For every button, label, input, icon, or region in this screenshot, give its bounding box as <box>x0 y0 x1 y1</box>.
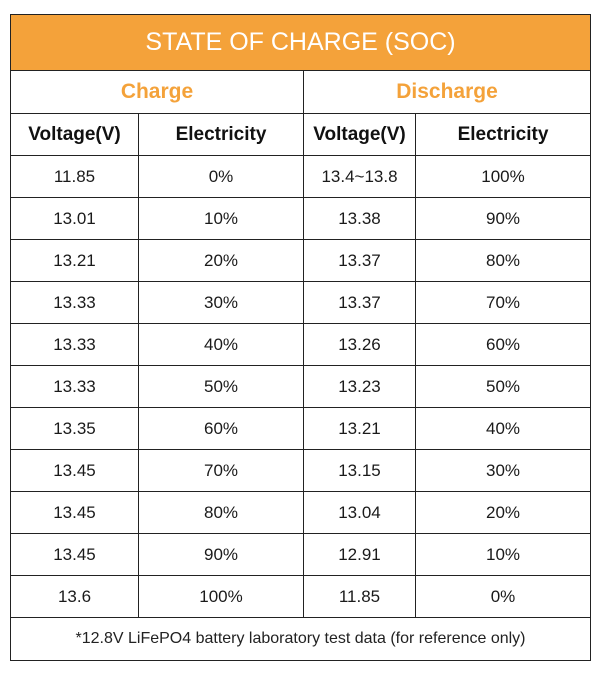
group-header-row: Charge Discharge <box>10 70 592 114</box>
charge-electricity-cell: 100% <box>138 575 304 618</box>
charge-electricity-cell: 20% <box>138 239 304 282</box>
table-row: 13.01 10% 13.38 90% <box>10 197 592 240</box>
charge-electricity-header: Electricity <box>138 113 304 156</box>
discharge-voltage-cell: 13.15 <box>303 449 416 492</box>
discharge-voltage-cell: 11.85 <box>303 575 416 618</box>
discharge-electricity-cell: 100% <box>414 155 592 198</box>
charge-voltage-cell: 13.45 <box>10 533 139 576</box>
charge-voltage-cell: 13.33 <box>10 365 139 408</box>
charge-voltage-cell: 13.35 <box>10 407 139 450</box>
charge-voltage-cell: 13.33 <box>10 323 139 366</box>
charge-electricity-cell: 30% <box>138 281 304 324</box>
table-row: 13.33 30% 13.37 70% <box>10 281 592 324</box>
discharge-voltage-header: Voltage(V) <box>303 113 416 156</box>
table-row: 13.21 20% 13.37 80% <box>10 239 592 282</box>
discharge-voltage-cell: 13.26 <box>303 323 416 366</box>
discharge-electricity-cell: 10% <box>414 533 592 576</box>
discharge-electricity-header: Electricity <box>414 113 592 156</box>
charge-voltage-header: Voltage(V) <box>10 113 139 156</box>
discharge-voltage-cell: 12.91 <box>303 533 416 576</box>
charge-voltage-cell: 13.45 <box>10 449 139 492</box>
column-header-row: Voltage(V) Electricity Voltage(V) Electr… <box>10 113 592 156</box>
table-row: 11.85 0% 13.4~13.8 100% <box>10 155 592 198</box>
charge-voltage-cell: 13.01 <box>10 197 139 240</box>
discharge-electricity-cell: 80% <box>414 239 592 282</box>
charge-voltage-cell: 13.21 <box>10 239 139 282</box>
table-title: STATE OF CHARGE (SOC) <box>9 14 592 71</box>
discharge-electricity-cell: 70% <box>414 281 592 324</box>
soc-table: STATE OF CHARGE (SOC) Charge Discharge V… <box>9 14 592 661</box>
charge-voltage-cell: 13.6 <box>10 575 139 618</box>
discharge-voltage-cell: 13.37 <box>303 281 416 324</box>
charge-electricity-cell: 10% <box>138 197 304 240</box>
charge-group-header: Charge <box>10 70 304 114</box>
discharge-voltage-cell: 13.21 <box>303 407 416 450</box>
charge-voltage-cell: 13.45 <box>10 491 139 534</box>
charge-electricity-cell: 40% <box>138 323 304 366</box>
table-row: 13.45 70% 13.15 30% <box>10 449 592 492</box>
table-row: 13.33 50% 13.23 50% <box>10 365 592 408</box>
discharge-electricity-cell: 0% <box>414 575 592 618</box>
footnote: *12.8V LiFePO4 battery laboratory test d… <box>9 617 592 661</box>
discharge-voltage-cell: 13.38 <box>303 197 416 240</box>
charge-voltage-cell: 13.33 <box>10 281 139 324</box>
discharge-electricity-cell: 40% <box>414 407 592 450</box>
table-row: 13.33 40% 13.26 60% <box>10 323 592 366</box>
charge-electricity-cell: 70% <box>138 449 304 492</box>
discharge-electricity-cell: 60% <box>414 323 592 366</box>
footnote-row: *12.8V LiFePO4 battery laboratory test d… <box>9 617 592 661</box>
discharge-electricity-cell: 20% <box>414 491 592 534</box>
charge-voltage-cell: 11.85 <box>10 155 139 198</box>
discharge-voltage-cell: 13.23 <box>303 365 416 408</box>
discharge-voltage-cell: 13.4~13.8 <box>303 155 416 198</box>
title-row: STATE OF CHARGE (SOC) <box>9 14 592 71</box>
discharge-voltage-cell: 13.37 <box>303 239 416 282</box>
table-row: 13.45 90% 12.91 10% <box>10 533 592 576</box>
discharge-electricity-cell: 50% <box>414 365 592 408</box>
discharge-voltage-cell: 13.04 <box>303 491 416 534</box>
charge-electricity-cell: 0% <box>138 155 304 198</box>
charge-electricity-cell: 50% <box>138 365 304 408</box>
discharge-group-header: Discharge <box>302 70 592 114</box>
table-row: 13.35 60% 13.21 40% <box>10 407 592 450</box>
charge-electricity-cell: 80% <box>138 491 304 534</box>
discharge-electricity-cell: 90% <box>414 197 592 240</box>
discharge-electricity-cell: 30% <box>414 449 592 492</box>
table-row: 13.45 80% 13.04 20% <box>10 491 592 534</box>
charge-electricity-cell: 60% <box>138 407 304 450</box>
charge-electricity-cell: 90% <box>138 533 304 576</box>
table-row: 13.6 100% 11.85 0% <box>10 575 592 618</box>
